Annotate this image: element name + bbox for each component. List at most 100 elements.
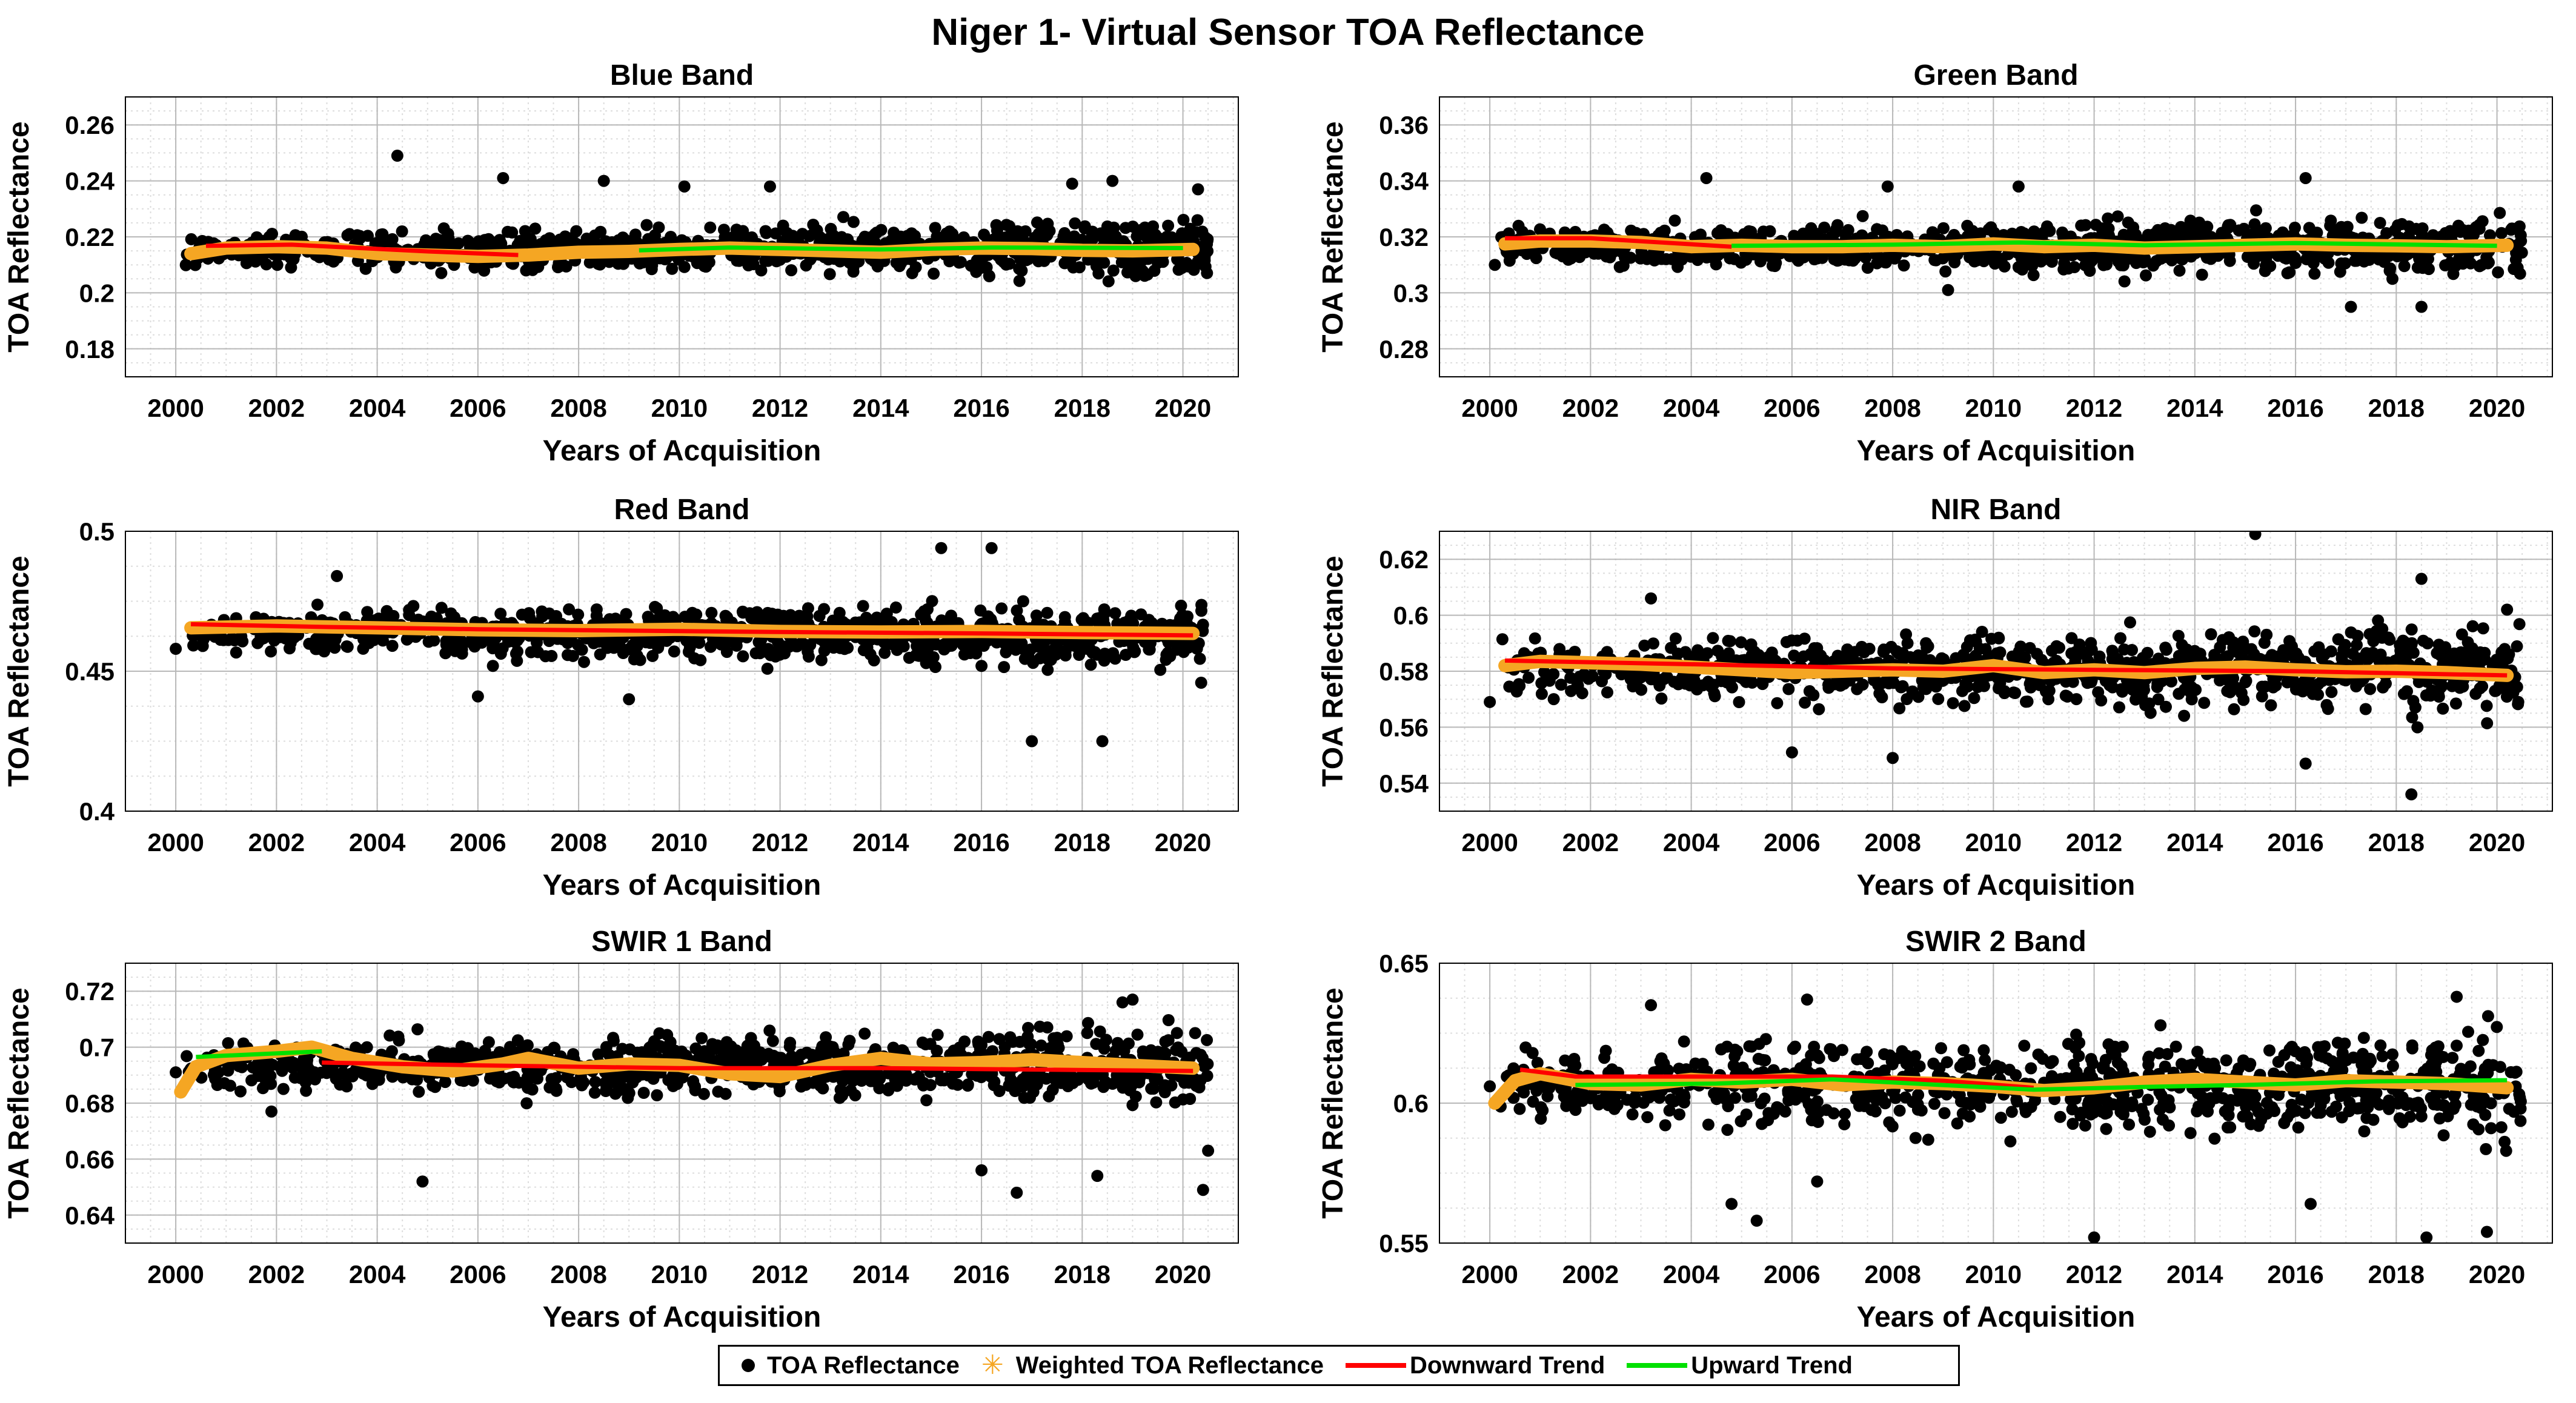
toa-point: [1893, 702, 1906, 715]
toa-point: [439, 1076, 451, 1089]
toa-point: [1193, 652, 1206, 665]
toa-point: [310, 643, 322, 655]
x-tick-label: 2018: [1054, 394, 1110, 422]
toa-point: [1060, 1030, 1073, 1043]
toa-point: [1184, 1075, 1197, 1088]
toa-point: [361, 606, 374, 619]
toa-point: [825, 222, 837, 235]
plot-frame: [1439, 531, 2553, 812]
toa-point: [1700, 678, 1713, 691]
toa-point: [2095, 694, 2108, 707]
toa-point: [2265, 699, 2277, 712]
toa-point: [2491, 654, 2503, 667]
toa-point: [1187, 225, 1200, 238]
toa-point: [1991, 647, 2003, 660]
toa-point: [1019, 645, 1032, 658]
toa-point: [2015, 226, 2028, 238]
toa-point: [1141, 268, 1154, 281]
toa-point: [1157, 256, 1169, 268]
toa-point: [1856, 210, 1869, 222]
toa-point: [1768, 260, 1781, 273]
y-tick-label: 0.2: [79, 279, 115, 307]
toa-point-outlier: [2012, 180, 2025, 193]
toa-point: [923, 651, 936, 663]
y-tick-label: 0.3: [1393, 279, 1429, 307]
toa-point: [796, 228, 809, 240]
chart-title: Red Band: [614, 494, 749, 526]
toa-point: [2308, 267, 2321, 280]
toa-point: [815, 1044, 828, 1056]
toa-point: [1189, 1027, 1201, 1040]
toa-point: [2312, 250, 2325, 263]
toa-point: [886, 638, 898, 651]
toa-point: [1900, 693, 1913, 705]
x-tick-label: 2016: [953, 394, 1009, 422]
toa-point: [1828, 253, 1841, 265]
toa-point-outlier: [391, 150, 403, 162]
toa-point: [1959, 652, 1971, 665]
toa-point: [1547, 693, 1560, 706]
toa-point: [386, 640, 399, 652]
toa-point: [1948, 256, 1961, 268]
x-tick-label: 2002: [248, 828, 305, 857]
toa-point: [1123, 1037, 1135, 1050]
downward-trend-line: [205, 242, 519, 257]
toa-point: [1160, 654, 1172, 666]
toa-point: [2417, 262, 2429, 274]
toa-point: [2060, 675, 2073, 688]
toa-point: [2363, 628, 2376, 640]
toa-point: [2058, 257, 2071, 270]
toa-point: [1032, 255, 1045, 268]
x-tick-label: 2016: [953, 828, 1009, 857]
chart-data: [1489, 171, 2528, 313]
toa-point: [2416, 222, 2429, 234]
y-tick-label: 0.18: [65, 335, 115, 363]
toa-point: [706, 1038, 719, 1050]
toa-point: [1084, 643, 1096, 655]
toa-point: [793, 609, 806, 622]
toa-point: [847, 216, 860, 228]
toa-point: [2392, 219, 2404, 231]
toa-point: [1684, 679, 1696, 692]
toa-point: [1081, 1027, 1094, 1040]
toa-point: [2023, 642, 2036, 654]
toa-point: [2083, 265, 2096, 277]
toa-point: [1930, 254, 1942, 267]
toa-point: [982, 1030, 995, 1043]
toa-point: [1695, 228, 1707, 241]
toa-point: [265, 645, 277, 658]
toa-point: [1201, 245, 1214, 257]
toa-point: [196, 234, 208, 247]
toa-point: [889, 601, 902, 614]
toa-point: [2245, 643, 2258, 655]
toa-point: [2417, 634, 2429, 647]
toa-point: [257, 1082, 269, 1095]
toa-point: [873, 1082, 886, 1095]
toa-point: [1799, 696, 1811, 709]
toa-point-outlier: [678, 180, 691, 193]
toa-point: [2318, 648, 2331, 661]
y-tick-label: 0.45: [65, 657, 115, 686]
chart-data: [170, 993, 1215, 1199]
toa-point: [1037, 641, 1050, 654]
toa-point: [868, 614, 880, 627]
toa-point: [2113, 701, 2125, 714]
chart-data: [179, 150, 1214, 288]
toa-point: [929, 222, 941, 234]
figure-title: Niger 1- Virtual Sensor TOA Reflectance: [931, 12, 1645, 53]
toa-point: [878, 646, 891, 659]
toa-point: [858, 1027, 871, 1040]
toa-point: [592, 1048, 605, 1061]
toa-point: [299, 1076, 312, 1089]
toa-point: [1191, 214, 1204, 227]
toa-point: [2196, 268, 2208, 281]
toa-point: [631, 1046, 644, 1059]
chart-data: [1484, 531, 2526, 801]
toa-point: [234, 1085, 247, 1098]
x-axis-label: Years of Acquisition: [543, 869, 822, 901]
x-tick-label: 2016: [2267, 394, 2323, 422]
chart-5: 2000 2002 2004 2006 2008 2010 2012 2014 2016 2018…: [3, 926, 1239, 1333]
toa-point: [995, 602, 1008, 615]
x-axis-label: Years of Acquisition: [1857, 435, 2136, 467]
toa-point: [2449, 697, 2462, 710]
